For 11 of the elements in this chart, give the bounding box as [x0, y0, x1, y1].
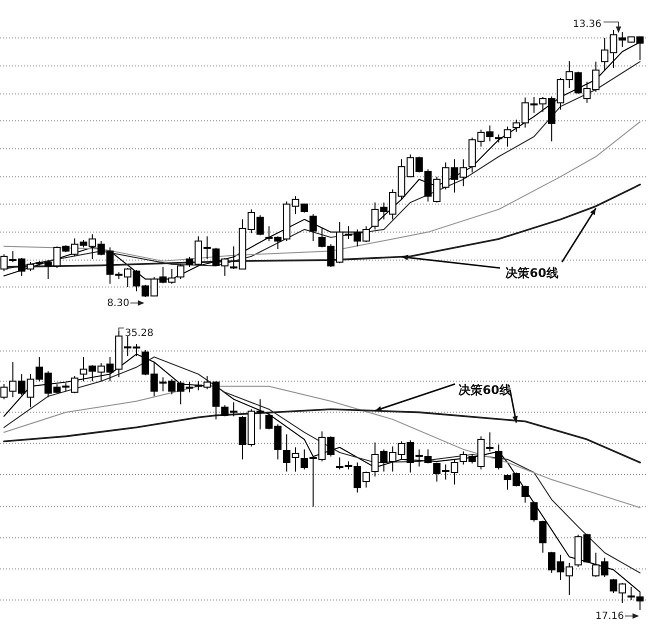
text: 17.16	[595, 611, 624, 622]
annotation: 决策60线	[506, 266, 558, 280]
candlestick	[530, 501, 538, 522]
candlestick	[494, 444, 502, 470]
candlestick	[309, 214, 317, 242]
annotation: 35.28	[124, 328, 154, 339]
candlestick	[539, 520, 547, 554]
annotation: 13.36	[572, 19, 602, 30]
annotation: 决策60线	[458, 383, 512, 397]
text: 8.30	[107, 298, 130, 309]
candlestick	[521, 485, 529, 504]
